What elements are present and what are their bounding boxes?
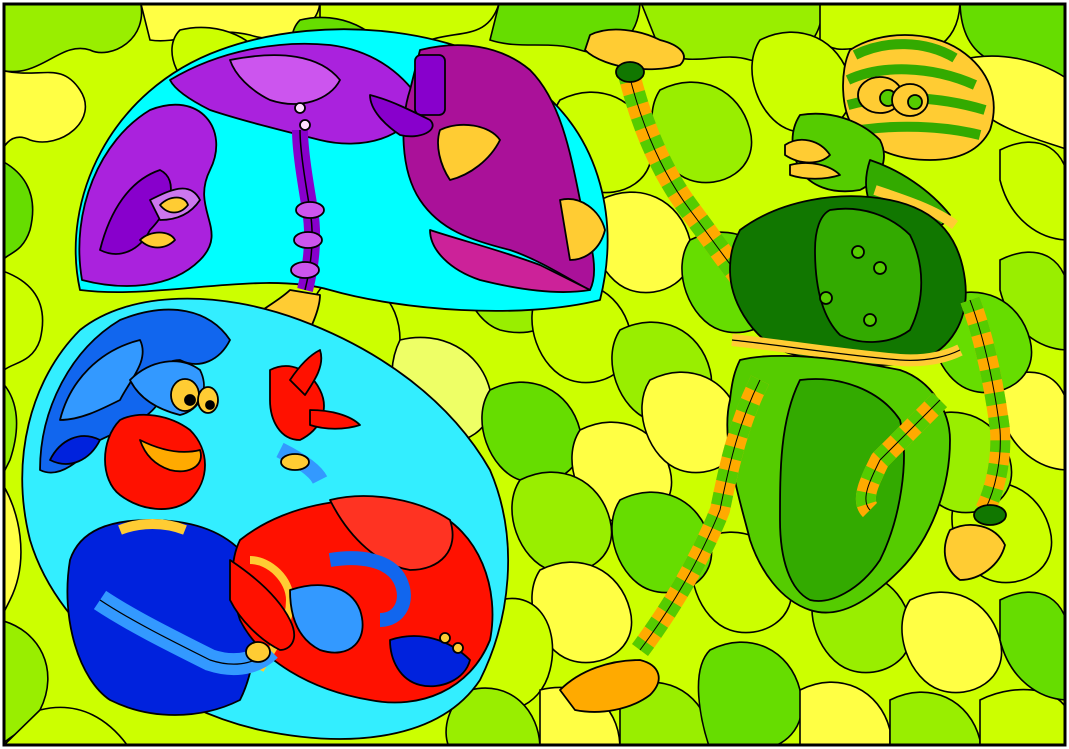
purple-creature-bubble [74,28,609,351]
green-striped-creature [559,28,1011,713]
red-blue-creature-bubble [21,297,509,740]
